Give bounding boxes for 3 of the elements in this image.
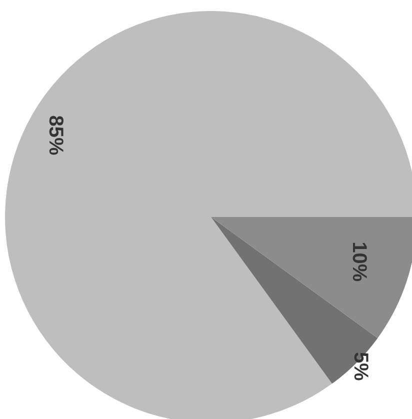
data-label: 5% bbox=[349, 352, 372, 382]
data-label: 10% bbox=[348, 242, 370, 282]
data-label: 85% bbox=[44, 115, 66, 156]
